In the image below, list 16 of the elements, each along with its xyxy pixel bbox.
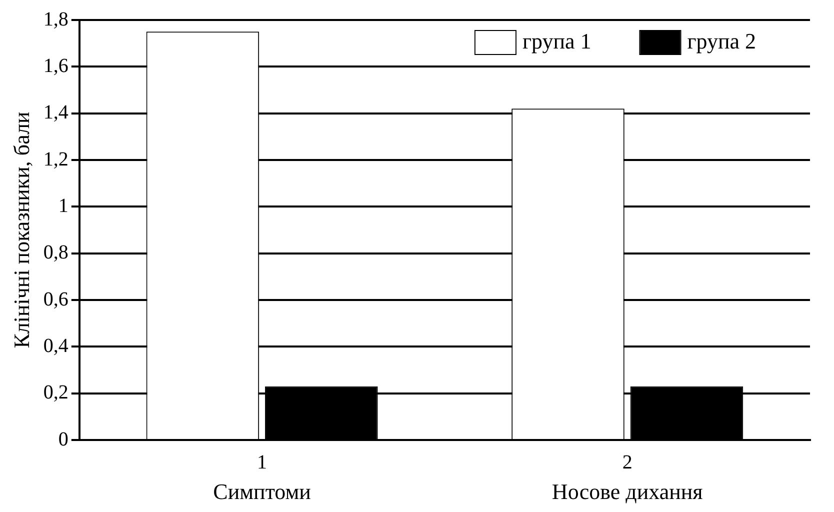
- legend-label: група 2: [687, 28, 756, 54]
- y-tick-label: 0: [58, 428, 68, 450]
- y-tick-label: 0,6: [43, 288, 68, 310]
- text: Симптоми: [213, 478, 312, 504]
- y-tick-label: 0,4: [43, 334, 68, 357]
- x-tick-label: 2: [622, 451, 632, 474]
- y-tick-label: 0,8: [43, 242, 68, 264]
- y-tick-label: 1,4: [43, 102, 68, 124]
- y-tick-label: 1,2: [43, 148, 68, 170]
- text: Носове дихання: [552, 478, 703, 504]
- y-tick-label: 1,6: [43, 54, 68, 77]
- y-tick-label: 1,8: [43, 8, 68, 30]
- y-tick-label: 0,2: [43, 382, 68, 404]
- y-axis-title: Клінічні показники, бали: [8, 111, 34, 348]
- legend-label: група 1: [522, 28, 592, 54]
- y-tick-label: 1: [58, 194, 68, 217]
